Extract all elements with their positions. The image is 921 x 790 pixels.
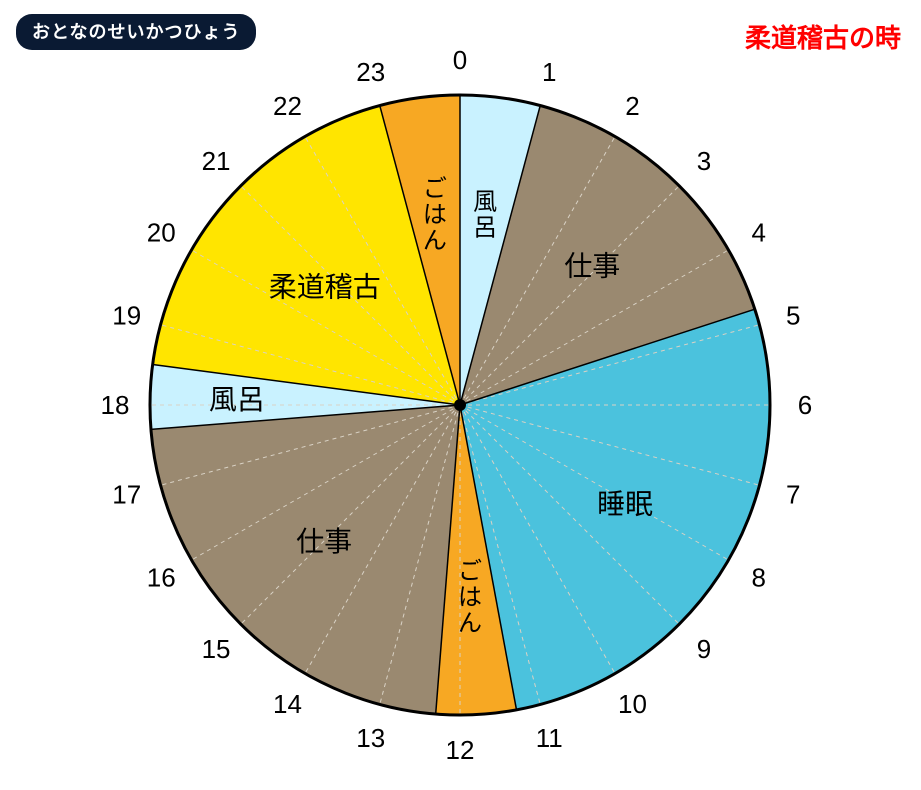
svg-text:風: 風 (473, 188, 497, 215)
slice-label: ごはん (423, 175, 447, 254)
hour-label: 18 (101, 390, 130, 420)
clock-pie-chart: 01234567891011121314151617181920212223風呂… (0, 0, 921, 790)
slice-label: 風呂 (473, 188, 497, 241)
hour-label: 12 (446, 735, 475, 765)
slice-label: 柔道稽古 (269, 271, 381, 302)
hour-label: 14 (273, 689, 302, 719)
svg-text:は: は (423, 201, 447, 228)
svg-text:ん: ん (458, 610, 482, 637)
hour-label: 15 (202, 634, 231, 664)
hour-label: 22 (273, 91, 302, 121)
hour-label: 9 (697, 634, 711, 664)
hour-label: 23 (356, 57, 385, 87)
svg-text:ん: ん (423, 227, 447, 254)
hour-label: 6 (798, 390, 812, 420)
slice-label: 仕事 (296, 526, 352, 557)
hour-label: 8 (752, 563, 766, 593)
hour-label: 13 (356, 723, 385, 753)
hour-label: 21 (202, 146, 231, 176)
svg-text:呂: 呂 (473, 214, 497, 241)
hour-label: 17 (112, 479, 141, 509)
slice-label: ごはん (458, 558, 482, 637)
hour-label: 7 (786, 479, 800, 509)
hour-label: 20 (147, 218, 176, 248)
hour-label: 4 (752, 218, 766, 248)
hour-label: 2 (625, 91, 639, 121)
hour-label: 16 (147, 563, 176, 593)
hour-label: 1 (542, 57, 556, 87)
hour-label: 11 (536, 723, 563, 753)
svg-text:ご: ご (458, 558, 482, 585)
svg-text:ご: ご (423, 175, 447, 202)
slice-label: 風呂 (209, 384, 265, 415)
hour-label: 19 (112, 301, 141, 331)
hour-label: 3 (697, 146, 711, 176)
hour-label: 0 (453, 45, 467, 75)
svg-text:は: は (458, 584, 482, 611)
hour-label: 5 (786, 301, 800, 331)
slice-label: 睡眠 (597, 488, 653, 519)
hour-label: 10 (618, 689, 647, 719)
slice-label: 仕事 (564, 251, 620, 282)
center-dot (454, 399, 466, 411)
